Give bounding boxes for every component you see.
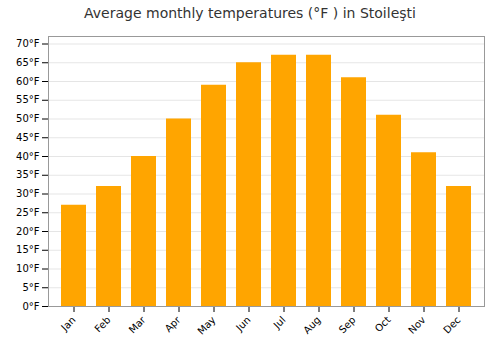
- svg-text:35°F: 35°F: [16, 169, 40, 180]
- svg-text:40°F: 40°F: [16, 151, 40, 162]
- svg-text:55°F: 55°F: [16, 94, 40, 105]
- svg-text:65°F: 65°F: [16, 57, 40, 68]
- svg-text:25°F: 25°F: [16, 207, 40, 218]
- svg-text:Jul: Jul: [271, 314, 288, 331]
- svg-text:Aug: Aug: [301, 314, 323, 336]
- svg-text:Oct: Oct: [373, 314, 393, 334]
- svg-text:30°F: 30°F: [16, 188, 40, 199]
- svg-text:Mar: Mar: [127, 314, 149, 336]
- svg-text:Feb: Feb: [92, 314, 112, 334]
- svg-text:50°F: 50°F: [16, 113, 40, 124]
- svg-text:0°F: 0°F: [22, 301, 39, 312]
- svg-text:Apr: Apr: [163, 314, 184, 335]
- svg-text:Sep: Sep: [337, 314, 358, 335]
- svg-text:20°F: 20°F: [16, 226, 40, 237]
- svg-text:70°F: 70°F: [16, 38, 40, 49]
- svg-text:Jan: Jan: [58, 314, 77, 333]
- svg-text:5°F: 5°F: [22, 282, 39, 293]
- svg-text:15°F: 15°F: [16, 244, 40, 255]
- svg-text:May: May: [195, 314, 217, 336]
- svg-text:60°F: 60°F: [16, 76, 40, 87]
- svg-text:Jun: Jun: [233, 314, 253, 334]
- html-text:Average monthly temperatures (: Average monthly temperatures (°F ) in St…: [84, 5, 416, 21]
- svg-text:45°F: 45°F: [16, 132, 40, 143]
- svg-text:10°F: 10°F: [16, 263, 40, 274]
- svg-text:Dec: Dec: [441, 314, 462, 335]
- svg-text:Nov: Nov: [406, 314, 428, 336]
